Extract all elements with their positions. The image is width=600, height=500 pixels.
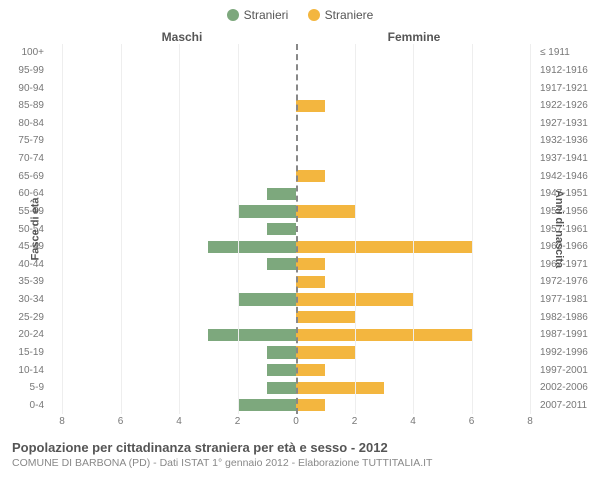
plot-area: Fasce di età Anni di nascita 100+95-9990… — [8, 44, 592, 414]
y-tick-birth: 1977-1981 — [536, 291, 592, 309]
y-tick-birth: 1912-1916 — [536, 62, 592, 80]
chart-subtitle: COMUNE DI BARBONA (PD) - Dati ISTAT 1° g… — [12, 457, 588, 469]
y-tick-age: 15-19 — [8, 344, 48, 362]
gridline — [179, 44, 180, 414]
x-axis-ticks: 8 6 4 2 0 2 4 6 8 — [62, 416, 530, 430]
x-axis: 8 6 4 2 0 2 4 6 8 — [8, 416, 592, 430]
chart-title: Popolazione per cittadinanza straniera p… — [12, 440, 588, 455]
bar-male — [267, 364, 296, 376]
y-tick-age: 75-79 — [8, 132, 48, 150]
bar-male — [208, 241, 296, 253]
y-tick-age: 55-59 — [8, 203, 48, 221]
y-tick-age: 100+ — [8, 44, 48, 62]
y-tick-age: 45-49 — [8, 238, 48, 256]
legend: Stranieri Straniere — [8, 8, 592, 24]
gridline — [413, 44, 414, 414]
x-tick: 6 — [469, 416, 475, 427]
y-tick-birth: 1942-1946 — [536, 167, 592, 185]
y-tick-birth: 1972-1976 — [536, 273, 592, 291]
legend-item-female: Straniere — [308, 8, 374, 22]
y-tick-age: 65-69 — [8, 167, 48, 185]
legend-item-male: Stranieri — [227, 8, 289, 22]
y-tick-birth: 1937-1941 — [536, 150, 592, 168]
bar-female — [296, 276, 325, 288]
x-tick: 8 — [59, 416, 65, 427]
bar-female — [296, 346, 355, 358]
gridline — [355, 44, 356, 414]
x-tick: 4 — [410, 416, 416, 427]
population-pyramid-chart: Stranieri Straniere Maschi Femmine Fasce… — [0, 0, 600, 473]
y-tick-age: 25-29 — [8, 308, 48, 326]
y-tick-age: 90-94 — [8, 79, 48, 97]
bar-female — [296, 241, 472, 253]
bar-male — [267, 382, 296, 394]
bar-male — [238, 205, 297, 217]
bar-female — [296, 364, 325, 376]
y-tick-birth: 1922-1926 — [536, 97, 592, 115]
bar-female — [296, 100, 325, 112]
bar-male — [238, 399, 297, 411]
bars-area — [62, 44, 530, 414]
y-tick-birth: 1992-1996 — [536, 344, 592, 362]
y-axis-label-left: Fasce di età — [29, 198, 41, 261]
caption: Popolazione per cittadinanza straniera p… — [8, 440, 592, 469]
header-female: Femmine — [298, 30, 530, 44]
bar-male — [267, 346, 296, 358]
bar-male — [267, 258, 296, 270]
bar-female — [296, 258, 325, 270]
bar-female — [296, 329, 472, 341]
bar-female — [296, 311, 355, 323]
gridline — [472, 44, 473, 414]
y-tick-age: 50-54 — [8, 220, 48, 238]
zero-line — [296, 44, 298, 414]
bar-male — [267, 188, 296, 200]
y-tick-age: 40-44 — [8, 256, 48, 274]
column-headers: Maschi Femmine — [8, 30, 592, 44]
y-tick-age: 70-74 — [8, 150, 48, 168]
y-tick-age: 85-89 — [8, 97, 48, 115]
bar-female — [296, 399, 325, 411]
y-tick-age: 95-99 — [8, 62, 48, 80]
y-tick-age: 20-24 — [8, 326, 48, 344]
bar-male — [267, 223, 296, 235]
gridline — [238, 44, 239, 414]
bar-male — [238, 293, 297, 305]
y-tick-birth: 1987-1991 — [536, 326, 592, 344]
gridline — [121, 44, 122, 414]
y-tick-age: 60-64 — [8, 185, 48, 203]
y-tick-age: 0-4 — [8, 397, 48, 415]
x-tick: 8 — [527, 416, 533, 427]
bar-female — [296, 382, 384, 394]
y-tick-birth: 1982-1986 — [536, 308, 592, 326]
y-tick-birth: ≤ 1911 — [536, 44, 592, 62]
y-tick-age: 5-9 — [8, 379, 48, 397]
x-tick: 2 — [235, 416, 241, 427]
y-tick-age: 10-14 — [8, 361, 48, 379]
y-tick-birth: 1927-1931 — [536, 115, 592, 133]
y-ticks-age: 100+95-9990-9485-8980-8475-7970-7465-696… — [8, 44, 48, 414]
gridline — [62, 44, 63, 414]
y-tick-birth: 2007-2011 — [536, 397, 592, 415]
header-male: Maschi — [66, 30, 298, 44]
legend-swatch-female — [308, 9, 320, 21]
y-tick-birth: 1997-2001 — [536, 361, 592, 379]
y-tick-age: 30-34 — [8, 291, 48, 309]
y-tick-birth: 2002-2006 — [536, 379, 592, 397]
legend-label-male: Stranieri — [244, 8, 289, 22]
bar-female — [296, 205, 355, 217]
legend-swatch-male — [227, 9, 239, 21]
bar-female — [296, 170, 325, 182]
y-tick-age: 80-84 — [8, 115, 48, 133]
x-tick: 2 — [352, 416, 358, 427]
gridline — [530, 44, 531, 414]
y-tick-birth: 1917-1921 — [536, 79, 592, 97]
x-tick: 4 — [176, 416, 182, 427]
y-tick-birth: 1932-1936 — [536, 132, 592, 150]
y-tick-age: 35-39 — [8, 273, 48, 291]
x-tick: 0 — [293, 416, 299, 427]
x-tick: 6 — [118, 416, 124, 427]
y-axis-label-right: Anni di nascita — [553, 190, 565, 268]
legend-label-female: Straniere — [325, 8, 374, 22]
bar-male — [208, 329, 296, 341]
